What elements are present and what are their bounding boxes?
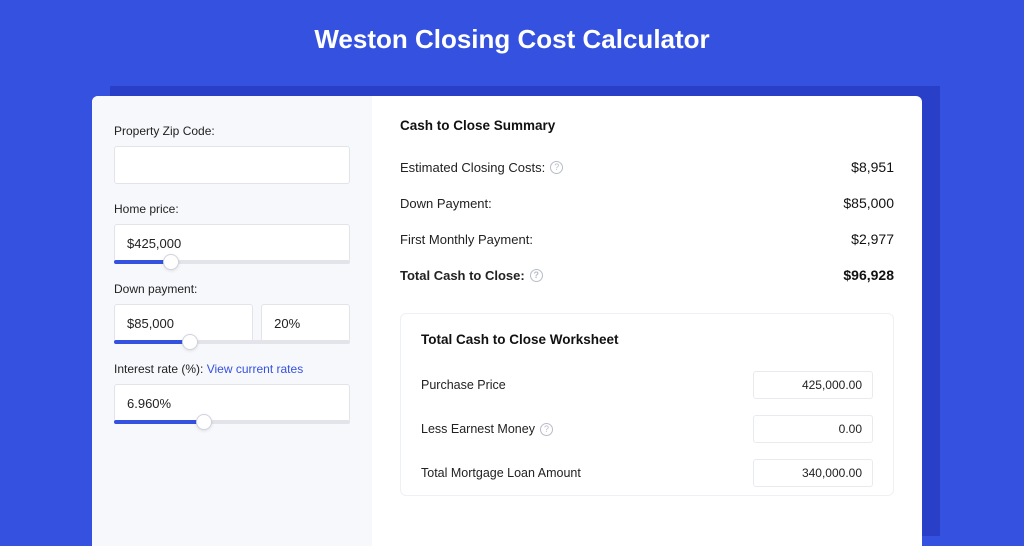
summary-label-text: First Monthly Payment: [400,232,533,247]
page-title: Weston Closing Cost Calculator [0,0,1024,75]
zip-field-group: Property Zip Code: [114,124,350,184]
view-rates-link[interactable]: View current rates [207,362,304,376]
worksheet-input-loan-amount[interactable] [753,459,873,487]
homeprice-slider-thumb[interactable] [163,254,179,270]
downpayment-label: Down payment: [114,282,350,296]
rate-input[interactable] [114,384,350,422]
summary-value: $96,928 [843,267,894,283]
summary-value: $2,977 [851,231,894,247]
zip-label: Property Zip Code: [114,124,350,138]
summary-value: $85,000 [843,195,894,211]
summary-label-text: Total Cash to Close: [400,268,525,283]
downpayment-pct-input[interactable] [261,304,350,342]
summary-row-down-payment: Down Payment: $85,000 [400,185,894,221]
downpayment-slider-thumb[interactable] [182,334,198,350]
help-icon[interactable]: ? [530,269,543,282]
worksheet-label-text: Total Mortgage Loan Amount [421,466,581,480]
rate-slider[interactable] [114,420,350,424]
summary-row-first-payment: First Monthly Payment: $2,977 [400,221,894,257]
help-icon[interactable]: ? [550,161,563,174]
summary-row-closing-costs: Estimated Closing Costs: ? $8,951 [400,149,894,185]
summary-label-text: Estimated Closing Costs: [400,160,545,175]
zip-input[interactable] [114,146,350,184]
summary-row-total: Total Cash to Close: ? $96,928 [400,257,894,293]
worksheet-title: Total Cash to Close Worksheet [421,332,873,347]
calculator-card: Property Zip Code: Home price: Down paym… [92,96,922,546]
worksheet-label-text: Less Earnest Money [421,422,535,436]
rate-label: Interest rate (%): View current rates [114,362,350,376]
rate-label-text: Interest rate (%): [114,362,207,376]
homeprice-field-group: Home price: [114,202,350,264]
rate-slider-fill [114,420,204,424]
homeprice-input[interactable] [114,224,350,262]
results-panel: Cash to Close Summary Estimated Closing … [372,96,922,546]
homeprice-slider[interactable] [114,260,350,264]
downpayment-field-group: Down payment: [114,282,350,344]
homeprice-label: Home price: [114,202,350,216]
downpayment-slider[interactable] [114,340,350,344]
worksheet-input-purchase-price[interactable] [753,371,873,399]
summary-label-text: Down Payment: [400,196,492,211]
worksheet-row-earnest-money: Less Earnest Money ? [421,407,873,451]
divider [400,293,894,307]
downpayment-slider-fill [114,340,190,344]
worksheet-input-earnest-money[interactable] [753,415,873,443]
worksheet-row-loan-amount: Total Mortgage Loan Amount [421,451,873,495]
rate-field-group: Interest rate (%): View current rates [114,362,350,424]
worksheet-label-text: Purchase Price [421,378,506,392]
worksheet-panel: Total Cash to Close Worksheet Purchase P… [400,313,894,496]
help-icon[interactable]: ? [540,423,553,436]
inputs-panel: Property Zip Code: Home price: Down paym… [92,96,372,546]
worksheet-row-purchase-price: Purchase Price [421,363,873,407]
summary-title: Cash to Close Summary [400,118,894,133]
rate-slider-thumb[interactable] [196,414,212,430]
summary-value: $8,951 [851,159,894,175]
